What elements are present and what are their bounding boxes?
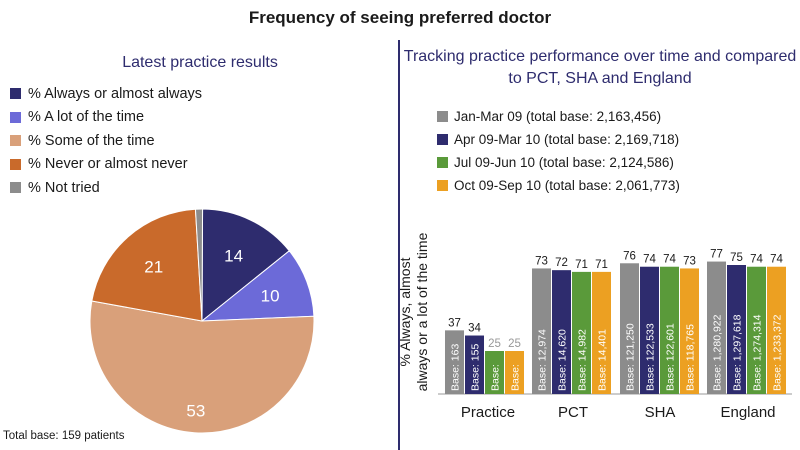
bar-legend-item: Oct 09-Sep 10 (total base: 2,061,773) [437, 174, 680, 197]
bar-legend-item: Jan-Mar 09 (total base: 2,163,456) [437, 105, 680, 128]
bar-base-label: Base: [510, 364, 522, 391]
legend-label: Oct 09-Sep 10 (total base: 2,061,773) [454, 178, 680, 193]
bar [747, 266, 766, 394]
bar-legend-item: Apr 09-Mar 10 (total base: 2,169,718) [437, 128, 680, 151]
bar-value-label: 34 [468, 323, 481, 335]
bar-value-label: 74 [663, 254, 676, 266]
legend-swatch [10, 158, 21, 170]
pie-slice [194, 208, 204, 322]
y-axis-label: % Always, almostalways or a lot of the t… [400, 232, 430, 391]
legend-label: % Some of the time [28, 132, 155, 149]
legend-swatch [10, 111, 21, 123]
bar [620, 263, 639, 394]
legend-swatch [437, 157, 448, 168]
legend-label: Jan-Mar 09 (total base: 2,163,456) [454, 109, 662, 124]
bar [465, 335, 484, 394]
bar-chart-title: Tracking practice performance over time … [403, 48, 797, 87]
bar-value-label: 72 [555, 257, 568, 269]
pie-legend-item: % Never or almost never [10, 153, 202, 177]
pie-slice-label: 53 [186, 401, 205, 420]
bar-base-label: Base: 122,601 [665, 323, 677, 391]
bar [707, 261, 726, 394]
legend-swatch [437, 180, 448, 191]
bar-value-label: 25 [508, 338, 521, 350]
pie-slice-label: 10 [261, 286, 280, 305]
bar [680, 268, 699, 394]
bar [505, 351, 524, 394]
bar-value-label: 37 [448, 317, 461, 329]
total-base-note: Total base: 159 patients [3, 430, 125, 442]
bar-chart: % Always, almostalways or a lot of the t… [400, 232, 792, 421]
bar-legend-item: Jul 09-Jun 10 (total base: 2,124,586) [437, 151, 680, 174]
bar-base-label: Base: 121,250 [625, 323, 637, 391]
pie-legend-item: % A lot of the time [10, 106, 202, 130]
bar-value-label: 75 [730, 252, 743, 264]
legend-swatch [10, 88, 21, 100]
bar-base-label: Base: 122,533 [645, 323, 657, 391]
legend-label: Apr 09-Mar 10 (total base: 2,169,718) [454, 132, 680, 147]
bar [767, 266, 786, 394]
legend-label: % Not tried [28, 179, 100, 196]
bar [552, 270, 571, 394]
bar-value-label: 71 [595, 259, 608, 271]
bar-legend: Jan-Mar 09 (total base: 2,163,456) Apr 0… [437, 105, 680, 197]
pie-slice [89, 300, 315, 434]
bar-base-label: Base: 1,233,372 [772, 314, 784, 391]
bar-value-label: 25 [488, 338, 501, 350]
bar-base-label: Base: 118,765 [685, 324, 697, 391]
bar-base-label: Base: [490, 364, 502, 391]
bar [727, 265, 746, 394]
pie-slice [200, 250, 315, 322]
pie-slice-label: 14 [224, 246, 243, 265]
bar [572, 271, 591, 394]
pie-slice [91, 208, 203, 322]
bar-value-label: 74 [750, 254, 763, 266]
bar-base-label: Base: 14,620 [557, 329, 569, 391]
pie-chart: 14 10 53 21 [89, 208, 315, 434]
legend-swatch [10, 135, 21, 147]
legend-label: % A lot of the time [28, 109, 145, 126]
pie-legend-item: % Always or almost always [10, 82, 202, 106]
pie-slice [201, 208, 290, 323]
bar-base-label: Base: 155 [470, 344, 482, 391]
bar-value-label: 73 [683, 255, 696, 267]
bar-value-label: 76 [623, 250, 636, 262]
bar-base-label: Base: 12,974 [537, 329, 549, 391]
legend-swatch [437, 134, 448, 145]
bar-base-label: Base: 163 [450, 344, 462, 391]
bar-value-label: 71 [575, 259, 588, 271]
bar [592, 271, 611, 394]
bar-base-label: Base: 14,982 [577, 329, 589, 391]
x-tick-label: England [720, 404, 775, 421]
bar-base-label: Base: 1,274,314 [752, 314, 764, 391]
bar-base-label: Base: 1,280,922 [712, 314, 724, 391]
legend-swatch [437, 111, 448, 122]
bar [485, 351, 504, 394]
bar-base-label: Base: 1,297,618 [732, 314, 744, 391]
legend-label: Jul 09-Jun 10 (total base: 2,124,586) [454, 155, 674, 170]
pie-slice-label: 21 [144, 258, 163, 277]
bar [532, 268, 551, 394]
bar-value-label: 73 [535, 255, 548, 267]
bar-base-label: Base: 14,401 [597, 329, 609, 391]
legend-label: % Never or almost never [28, 156, 188, 173]
legend-label: % Always or almost always [28, 85, 203, 102]
bar [445, 330, 464, 394]
bar [640, 266, 659, 394]
x-tick-label: PCT [558, 404, 588, 421]
main-title: Frequency of seeing preferred doctor [248, 8, 552, 27]
pie-legend-item: % Not tried [10, 176, 202, 200]
panel-divider [398, 40, 400, 450]
bar-value-label: 74 [770, 254, 783, 266]
bar-value-label: 74 [643, 254, 656, 266]
legend-swatch [10, 182, 21, 194]
bar [660, 266, 679, 394]
x-tick-label: Practice [461, 404, 515, 421]
pie-legend: % Always or almost always % A lot of the… [10, 82, 202, 200]
x-tick-label: SHA [645, 404, 676, 421]
pie-legend-item: % Some of the time [10, 129, 202, 153]
bar-value-label: 77 [710, 249, 723, 261]
pie-chart-title: Latest practice results [122, 54, 278, 71]
